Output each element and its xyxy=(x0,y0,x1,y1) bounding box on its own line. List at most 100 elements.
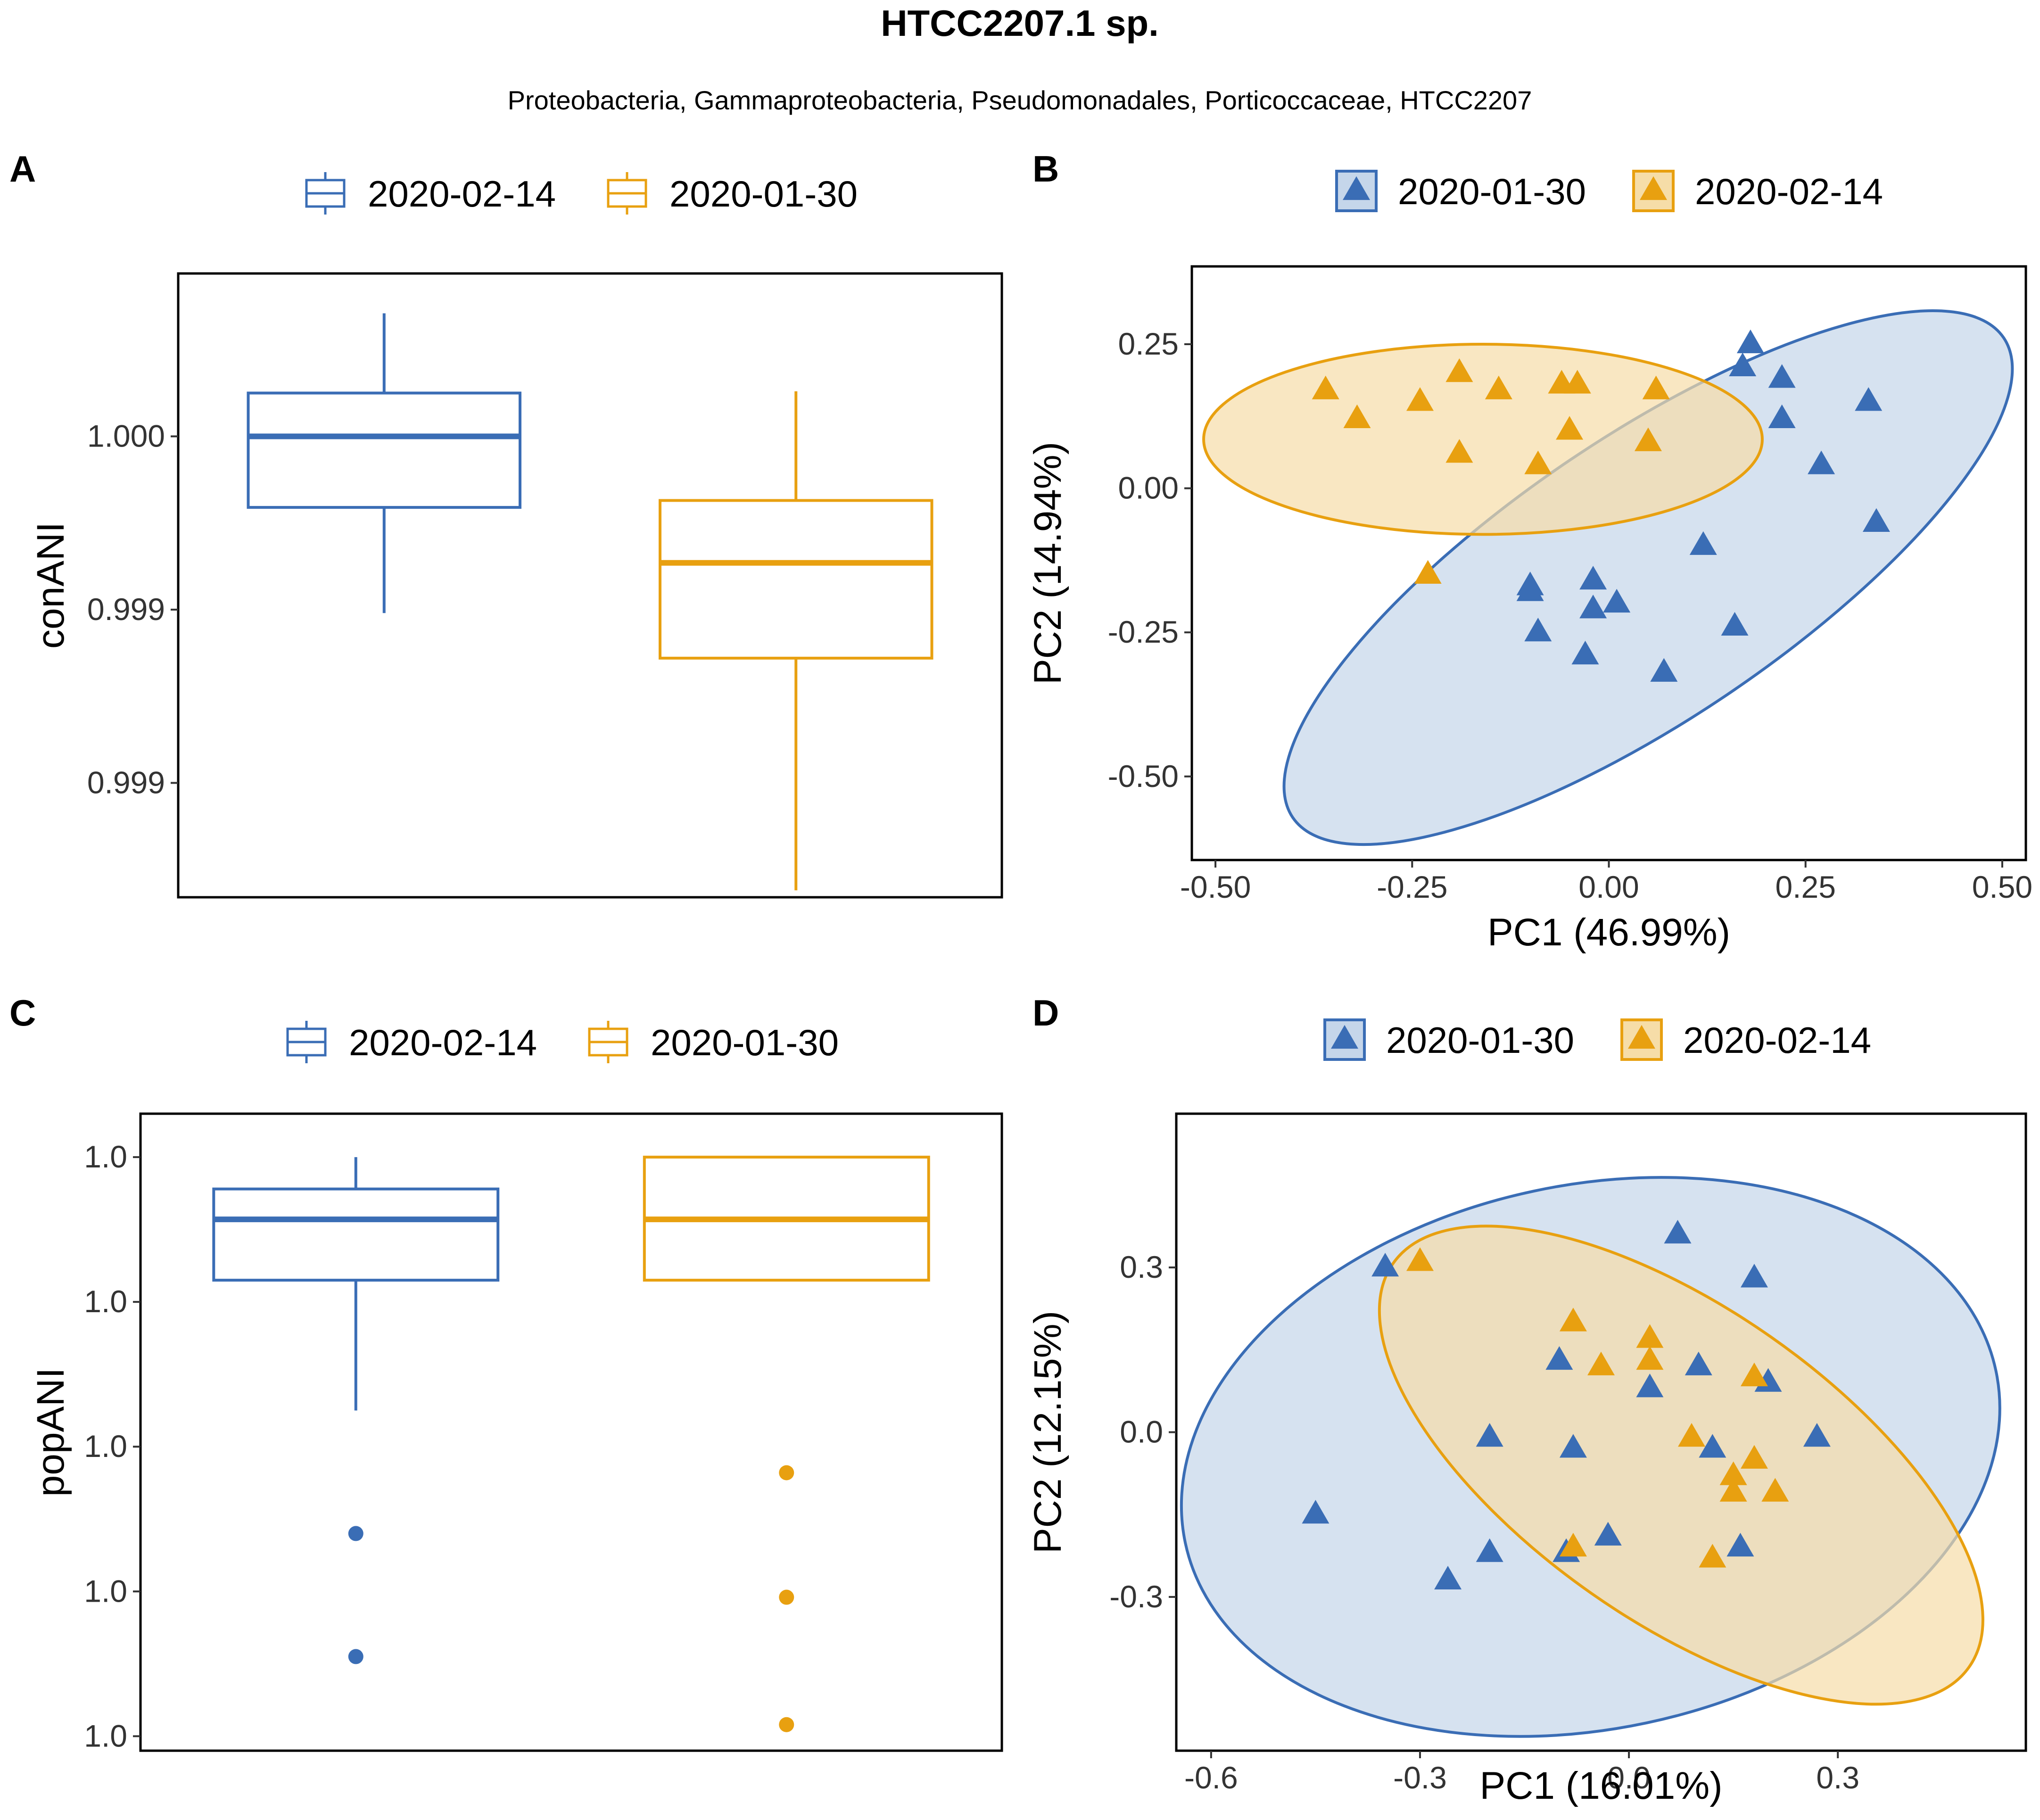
data-point xyxy=(1855,387,1883,411)
legend-label: 2020-01-30 xyxy=(1386,1019,1574,1061)
data-point xyxy=(1650,658,1678,682)
data-point xyxy=(1406,387,1434,411)
data-point xyxy=(1312,375,1339,399)
x-tick-label: 0.3 xyxy=(1816,1760,1859,1795)
data-point xyxy=(1371,1252,1399,1277)
panel-tag-B: B xyxy=(1032,148,1059,190)
data-point xyxy=(1636,1346,1664,1370)
data-point xyxy=(1545,1346,1573,1370)
data-point xyxy=(1587,1351,1615,1375)
y-tick-label: 1.0 xyxy=(84,1718,127,1753)
data-point xyxy=(1729,352,1757,376)
confidence-ellipse xyxy=(1282,309,2014,846)
data-point xyxy=(1343,404,1371,429)
data-point xyxy=(1571,640,1599,665)
data-point xyxy=(1524,450,1552,474)
box-body xyxy=(247,391,522,509)
data-point xyxy=(1445,439,1473,463)
legend-label: 2020-01-30 xyxy=(669,173,858,215)
data-point xyxy=(1736,329,1764,354)
x-tick-label: -0.50 xyxy=(1180,869,1251,904)
legend-key-triangle xyxy=(1343,176,1370,200)
confidence-ellipse xyxy=(1202,343,1764,536)
plot-frame xyxy=(177,272,1003,899)
data-point xyxy=(1664,1220,1692,1244)
box-outlier xyxy=(779,1589,794,1605)
legend-label: 2020-02-14 xyxy=(1683,1019,1871,1061)
legend-key-triangle xyxy=(1628,1025,1655,1049)
data-point xyxy=(1642,375,1670,399)
box-outlier xyxy=(779,1465,794,1481)
x-tick-label: -0.25 xyxy=(1377,869,1447,904)
data-point xyxy=(1476,1538,1503,1562)
figure-title: HTCC2207.1 sp. xyxy=(881,2,1159,44)
data-point xyxy=(1556,416,1584,440)
data-point xyxy=(1768,404,1796,429)
data-point xyxy=(1559,1532,1587,1557)
legend-key-triangle xyxy=(1640,176,1667,200)
legend-label: 2020-02-14 xyxy=(349,1022,537,1063)
data-point xyxy=(1678,1423,1706,1447)
legend-label: 2020-02-14 xyxy=(1695,171,1883,212)
data-point xyxy=(1516,577,1544,601)
data-point xyxy=(1594,1522,1622,1546)
data-point xyxy=(1636,1324,1664,1348)
x-tick-label: -0.3 xyxy=(1393,1760,1447,1795)
data-point xyxy=(1414,560,1442,584)
legend-label: 2020-02-14 xyxy=(368,173,556,215)
data-point xyxy=(1563,370,1591,394)
data-point xyxy=(1636,1373,1664,1398)
y-tick-label: -0.25 xyxy=(1108,614,1179,649)
data-point xyxy=(1699,1544,1726,1568)
y-axis-label: popANI xyxy=(29,1368,72,1497)
y-tick-label: 0.3 xyxy=(1120,1249,1163,1284)
data-point xyxy=(1685,1351,1712,1375)
data-point xyxy=(1740,1362,1768,1387)
y-tick-label: 1.0 xyxy=(84,1139,127,1174)
data-point xyxy=(1719,1478,1747,1502)
box-outlier xyxy=(348,1526,363,1541)
data-point xyxy=(1579,566,1607,590)
legend-key-triangle xyxy=(1331,1025,1358,1049)
data-point xyxy=(1559,1307,1587,1332)
data-point xyxy=(1699,1434,1726,1458)
box-outlier xyxy=(348,1649,363,1664)
x-axis-label: PC1 (16.01%) xyxy=(1479,1764,1722,1807)
y-tick-label: -0.3 xyxy=(1109,1579,1163,1614)
y-tick-label: 0.25 xyxy=(1118,326,1179,361)
figure-subtitle: Proteobacteria, Gammaproteobacteria, Pse… xyxy=(508,85,1532,115)
y-tick-label: 0.00 xyxy=(1118,471,1179,505)
data-point xyxy=(1485,375,1512,399)
panel-tag-A: A xyxy=(9,148,36,190)
data-point xyxy=(1740,1445,1768,1469)
data-point xyxy=(1740,1264,1768,1288)
data-point xyxy=(1406,1247,1434,1271)
data-point xyxy=(1524,618,1552,642)
panel-tag-C: C xyxy=(9,992,36,1034)
x-tick-label: 0.00 xyxy=(1578,869,1639,904)
x-tick-label: 0.0 xyxy=(1607,1760,1651,1795)
plot-frame xyxy=(139,1112,1003,1752)
data-point xyxy=(1689,531,1717,555)
data-point xyxy=(1476,1423,1503,1447)
x-tick-label: -0.6 xyxy=(1184,1760,1238,1795)
data-point xyxy=(1768,364,1796,388)
data-point xyxy=(1302,1500,1330,1524)
data-point xyxy=(1603,588,1631,613)
y-tick-label: 0.999 xyxy=(87,765,165,800)
x-tick-label: 0.50 xyxy=(1972,869,2032,904)
data-point xyxy=(1721,612,1749,636)
panels-layer: A 2020-02-14 2020-01-30 conANI 0.999 0.999 1.0… xyxy=(9,148,2032,1807)
box-outlier xyxy=(779,1717,794,1732)
panel-tag-D: D xyxy=(1032,992,1059,1034)
data-point xyxy=(1862,508,1890,532)
data-point xyxy=(1808,450,1835,474)
y-tick-label: 0.0 xyxy=(1120,1415,1163,1449)
data-point xyxy=(1803,1423,1831,1447)
y-tick-label: 1.0 xyxy=(84,1284,127,1319)
data-point xyxy=(1634,427,1662,451)
y-tick-label: 1.0 xyxy=(84,1429,127,1464)
y-tick-label: 0.999 xyxy=(87,592,165,627)
data-point xyxy=(1761,1478,1789,1502)
